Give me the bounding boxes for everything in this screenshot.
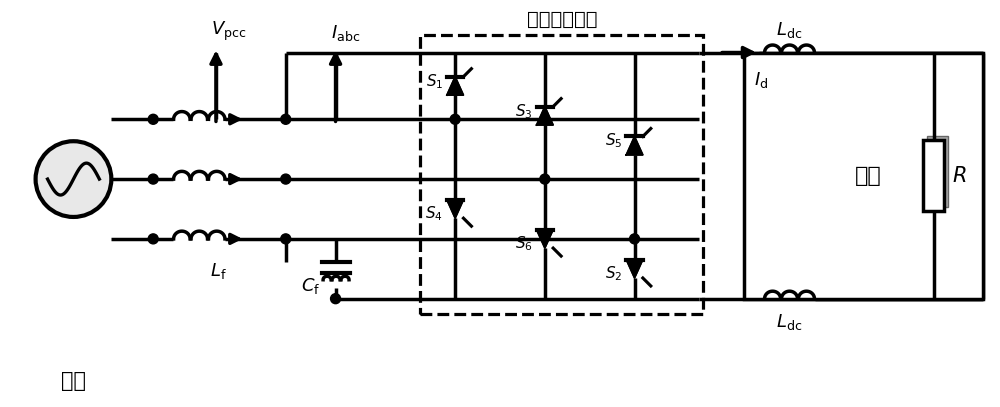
Text: $C_{\mathrm{f}}$: $C_{\mathrm{f}}$ bbox=[301, 276, 320, 296]
Text: $L_{\mathrm{f}}$: $L_{\mathrm{f}}$ bbox=[210, 261, 226, 281]
Text: 电流源变流器: 电流源变流器 bbox=[527, 10, 597, 28]
Circle shape bbox=[281, 234, 291, 244]
Bar bbox=[744, 53, 983, 299]
Polygon shape bbox=[447, 200, 463, 218]
Circle shape bbox=[148, 234, 158, 244]
Circle shape bbox=[540, 174, 550, 184]
Bar bbox=[927, 136, 948, 208]
Polygon shape bbox=[537, 230, 553, 248]
Bar bbox=[923, 140, 944, 212]
Text: $S_5$: $S_5$ bbox=[605, 132, 622, 151]
Text: 负载: 负载 bbox=[855, 166, 882, 186]
Polygon shape bbox=[626, 260, 643, 278]
Bar bbox=[420, 35, 703, 314]
Text: $S_2$: $S_2$ bbox=[605, 264, 622, 283]
Circle shape bbox=[331, 294, 341, 304]
Circle shape bbox=[281, 174, 291, 184]
Circle shape bbox=[36, 141, 111, 217]
Text: $L_{\mathrm{dc}}$: $L_{\mathrm{dc}}$ bbox=[776, 312, 803, 332]
Text: $S_6$: $S_6$ bbox=[515, 234, 533, 253]
Text: $I_{\mathrm{abc}}$: $I_{\mathrm{abc}}$ bbox=[331, 22, 360, 43]
Polygon shape bbox=[626, 136, 643, 155]
Polygon shape bbox=[537, 107, 553, 125]
Text: $S_1$: $S_1$ bbox=[426, 72, 443, 91]
Text: $S_3$: $S_3$ bbox=[515, 102, 533, 120]
Circle shape bbox=[281, 114, 291, 124]
Polygon shape bbox=[447, 77, 463, 95]
Circle shape bbox=[148, 114, 158, 124]
Circle shape bbox=[148, 174, 158, 184]
Circle shape bbox=[450, 114, 460, 124]
Text: $L_{\mathrm{dc}}$: $L_{\mathrm{dc}}$ bbox=[776, 20, 803, 39]
Text: $I_{\mathrm{d}}$: $I_{\mathrm{d}}$ bbox=[754, 70, 768, 90]
Text: $V_{\mathrm{pcc}}$: $V_{\mathrm{pcc}}$ bbox=[211, 20, 246, 43]
Text: $R$: $R$ bbox=[952, 166, 966, 186]
Text: $S_4$: $S_4$ bbox=[425, 204, 443, 223]
Circle shape bbox=[630, 234, 640, 244]
Text: 电网: 电网 bbox=[61, 372, 86, 392]
